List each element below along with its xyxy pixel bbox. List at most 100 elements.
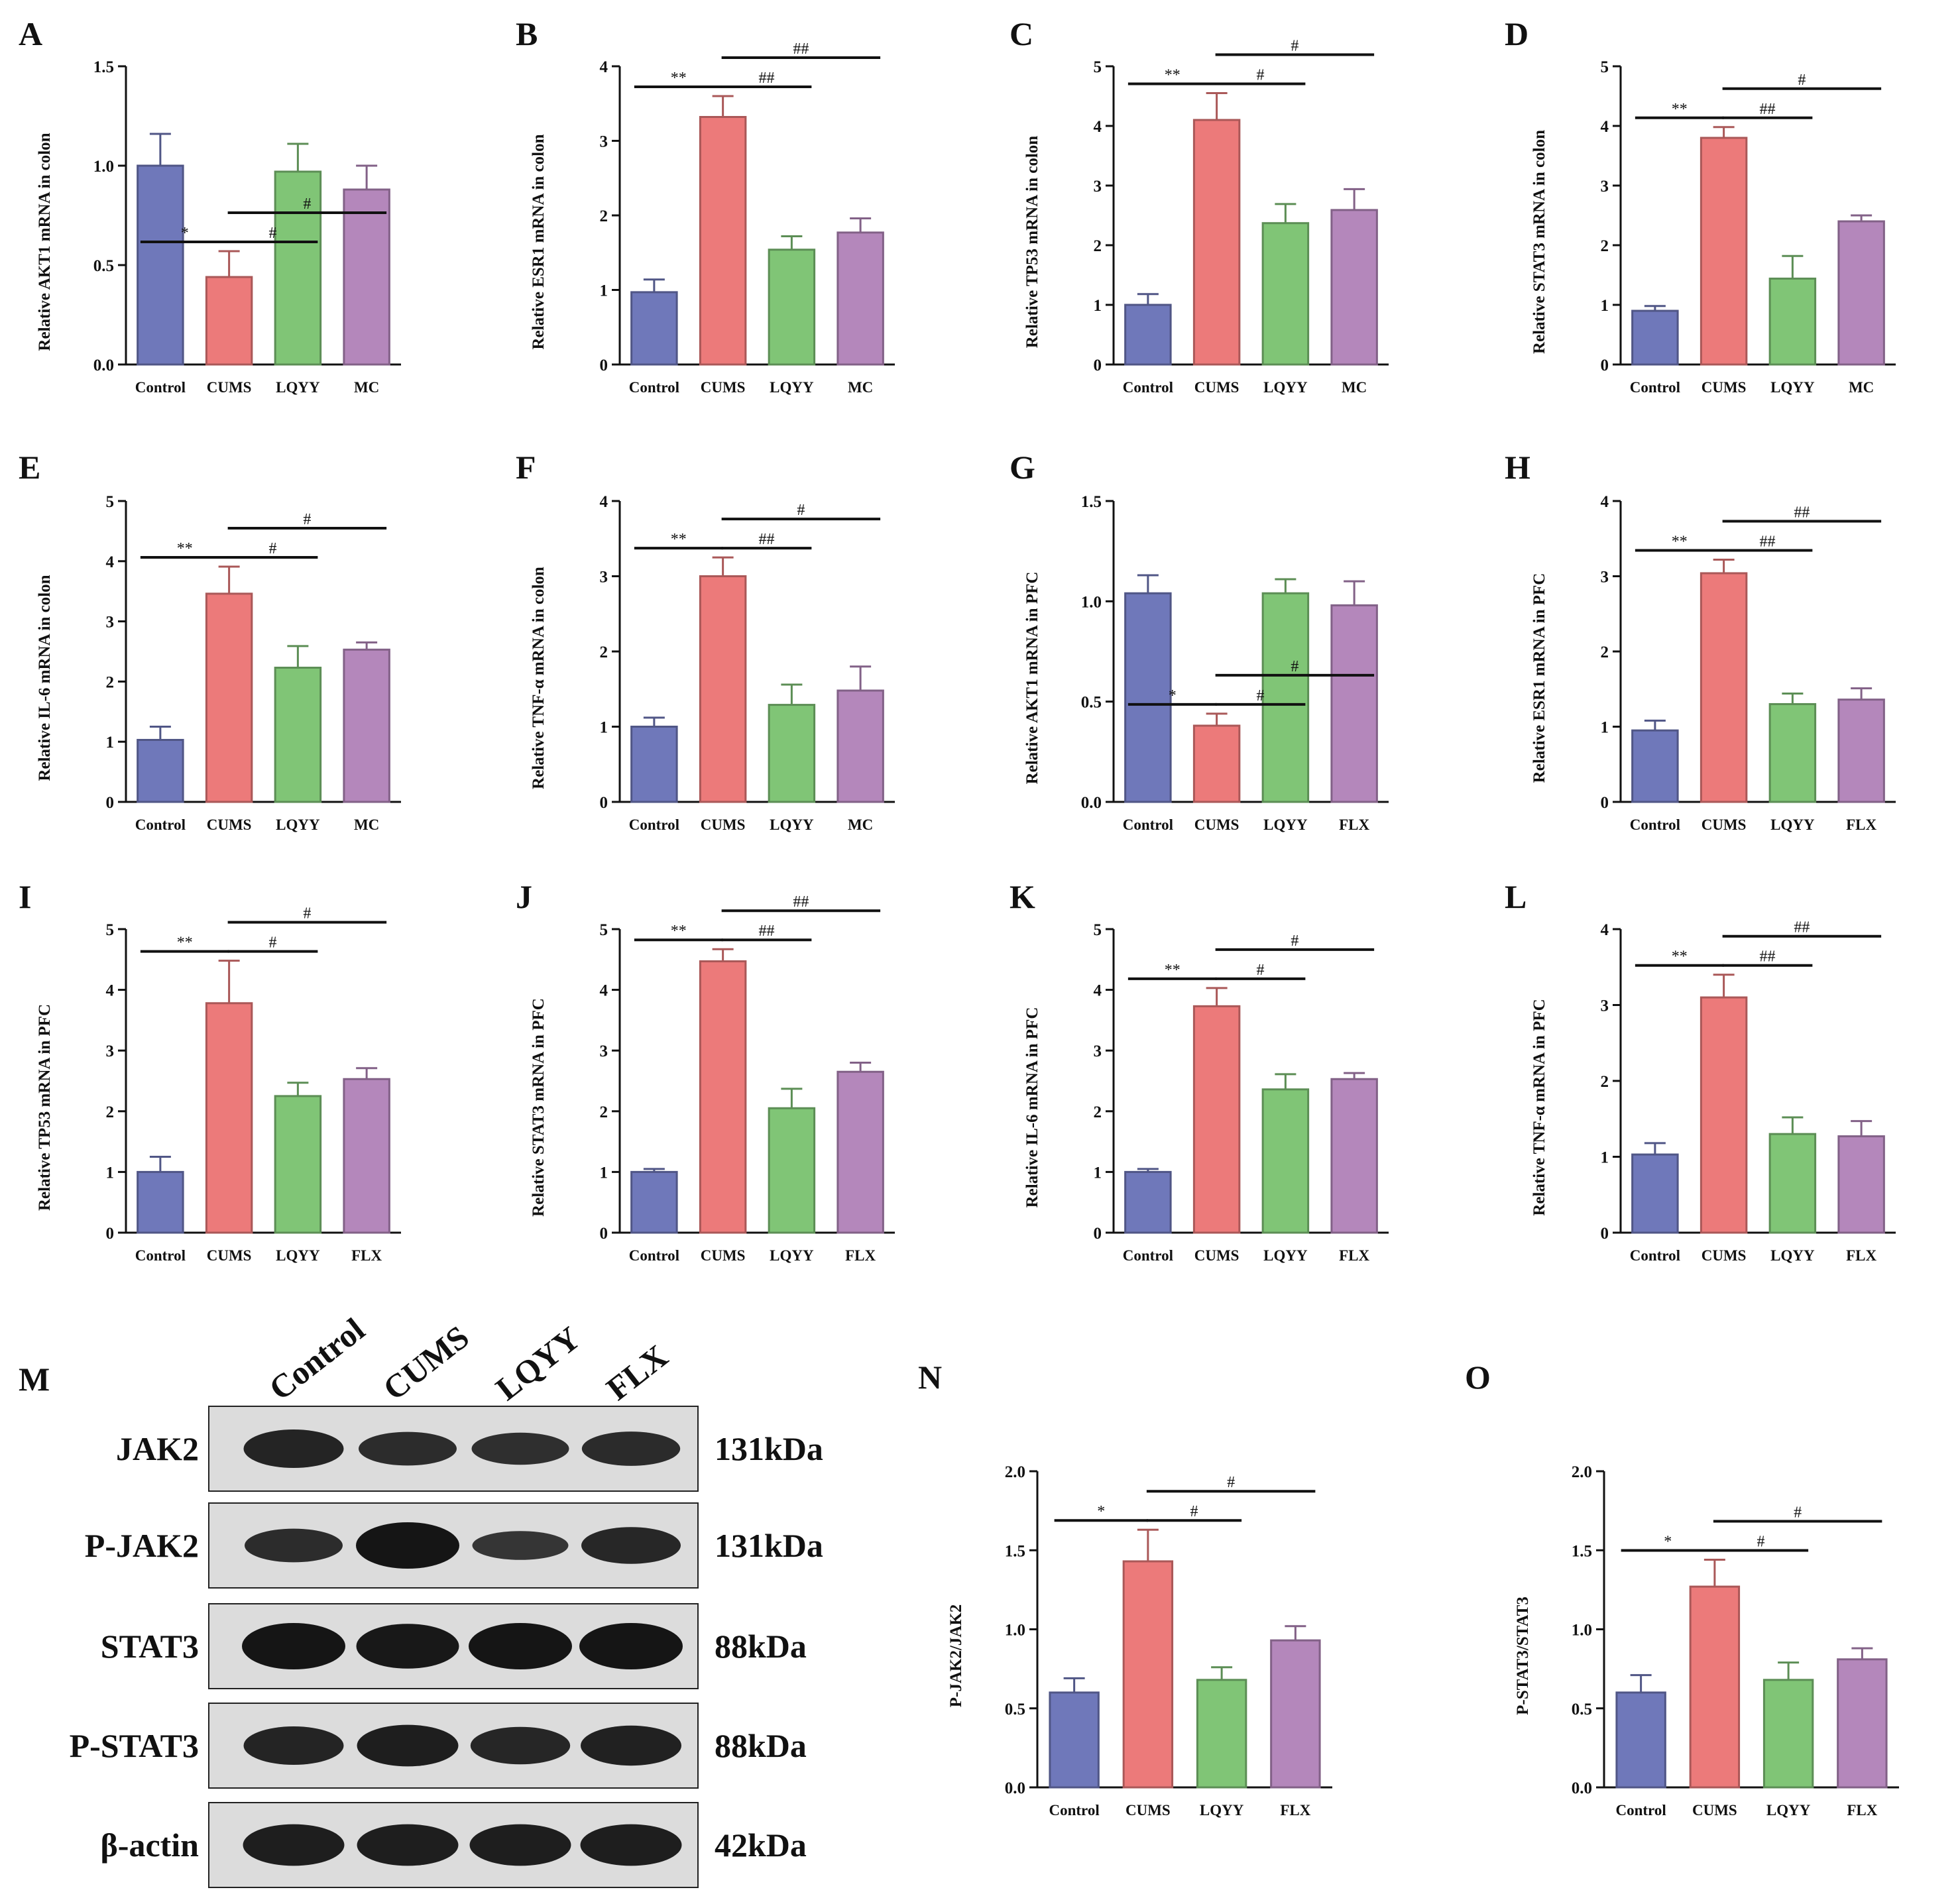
- significance-label: #: [269, 934, 277, 952]
- significance-label: #: [303, 196, 311, 213]
- bar-control: [630, 291, 678, 366]
- category-label: CUMS: [1194, 379, 1239, 396]
- bar-control: [630, 726, 678, 803]
- panel-I: I 0 1 2 3 4 5 Relative TP53 mRNA in PFC Control C…: [19, 878, 401, 1264]
- blot-band: [471, 1432, 569, 1465]
- panel-letter-M: M: [19, 1361, 50, 1398]
- y-tick-label: 2: [600, 1103, 608, 1121]
- category-label: MC: [848, 816, 873, 833]
- bar-control: [137, 738, 184, 803]
- y-axis-label: Relative IL-6 mRNA in PFC: [1023, 1007, 1041, 1208]
- y-axis-label: P-JAK2/JAK2: [947, 1604, 965, 1708]
- significance-label: **: [1165, 67, 1181, 84]
- blot-kda-label: 42kDa: [715, 1826, 807, 1864]
- significance-label: **: [1672, 101, 1688, 118]
- bar-cums: [1192, 724, 1241, 803]
- y-tick-label: 0: [1094, 357, 1102, 374]
- blot-band: [242, 1623, 345, 1669]
- category-label: Control: [135, 379, 186, 396]
- category-label: CUMS: [701, 816, 746, 833]
- y-tick-label: 1.0: [1081, 593, 1102, 611]
- category-label: MC: [354, 816, 379, 833]
- significance-label: **: [671, 923, 687, 940]
- bar-flx: [1270, 1639, 1321, 1789]
- y-tick-label: 0: [1601, 1225, 1609, 1243]
- category-label: Control: [1049, 1802, 1100, 1819]
- bar-control: [1124, 1170, 1172, 1234]
- blot-band: [359, 1431, 457, 1466]
- y-tick-label: 1.5: [1081, 493, 1102, 511]
- panel-letter-C: C: [1009, 15, 1033, 52]
- significance-label: **: [671, 531, 687, 548]
- category-label: FLX: [1846, 816, 1876, 833]
- blot-band: [470, 1726, 571, 1765]
- panel-letter-D: D: [1505, 15, 1528, 52]
- category-label: Control: [1123, 816, 1173, 833]
- y-tick-label: 5: [600, 921, 608, 939]
- y-axis-label: Relative AKT1 mRNA in PFC: [1023, 572, 1041, 785]
- category-label: LQYY: [276, 816, 320, 833]
- y-tick-label: 0.0: [1081, 794, 1102, 812]
- y-tick-label: 2: [1601, 644, 1609, 661]
- y-tick-label: 1.0: [1005, 1622, 1025, 1640]
- category-label: LQYY: [770, 1247, 814, 1264]
- y-tick-label: 3: [600, 1042, 608, 1060]
- panel-H: H 0 1 2 3 4 Relative ESR1 mRNA in PFC Control CU…: [1505, 449, 1896, 833]
- significance-label: ##: [759, 70, 775, 87]
- bar-lqyy: [1768, 702, 1817, 803]
- y-tick-label: 0: [106, 1225, 115, 1243]
- y-tick-label: 4: [1601, 118, 1609, 136]
- y-tick-label: 1: [1601, 1149, 1609, 1167]
- bar-control: [1631, 309, 1679, 366]
- blot-row-label: P-STAT3: [70, 1727, 199, 1764]
- y-tick-label: 0.5: [1005, 1701, 1025, 1718]
- significance-label: #: [1798, 72, 1806, 89]
- category-label: FLX: [1847, 1802, 1877, 1819]
- category-label: FLX: [351, 1247, 382, 1264]
- category-label: Control: [629, 1247, 679, 1264]
- y-tick-label: 2.0: [1005, 1463, 1025, 1481]
- category-label: CUMS: [1194, 816, 1239, 833]
- bar-cums: [1700, 996, 1748, 1234]
- category-label: LQYY: [1263, 816, 1308, 833]
- y-tick-label: 1.0: [93, 158, 114, 176]
- category-label: LQYY: [1770, 816, 1815, 833]
- panel-L: L 0 1 2 3 4 Relative TNF-α mRNA in PFC Control C…: [1505, 878, 1896, 1264]
- category-label: FLX: [845, 1247, 876, 1264]
- y-axis-label: Relative ESR1 mRNA in colon: [530, 134, 548, 349]
- category-label: LQYY: [1770, 379, 1815, 396]
- y-tick-label: 1: [600, 282, 608, 300]
- significance-label: ##: [759, 923, 775, 940]
- panel-letter-A: A: [19, 15, 42, 52]
- significance-label: ##: [1760, 948, 1776, 966]
- category-label: FLX: [1846, 1247, 1876, 1264]
- bar-control: [1124, 304, 1172, 366]
- panel-O: O 0.0 0.5 1.0 1.5 2.0 P-STAT3/STAT3 Control CUMS…: [1465, 1359, 1899, 1819]
- panel-G: G 0.0 0.5 1.0 1.5 Relative AKT1 mRNA in PFC Co…: [1009, 449, 1389, 833]
- y-axis-label: Relative TP53 mRNA in PFC: [36, 1004, 54, 1211]
- y-tick-label: 1: [1094, 297, 1102, 315]
- y-tick-label: 3: [1094, 1042, 1102, 1060]
- category-label: MC: [1849, 379, 1874, 396]
- y-tick-label: 4: [600, 982, 608, 1000]
- y-tick-label: 2: [600, 207, 608, 225]
- y-tick-label: 0: [1601, 357, 1609, 374]
- bar-lqyy: [768, 249, 816, 366]
- category-label: LQYY: [1200, 1802, 1244, 1819]
- lane-label: LQYY: [489, 1319, 587, 1408]
- panel-letter-O: O: [1465, 1359, 1491, 1396]
- category-label: LQYY: [276, 379, 320, 396]
- category-label: CUMS: [207, 379, 252, 396]
- y-tick-label: 4: [1094, 982, 1102, 1000]
- bar-cums: [205, 592, 253, 803]
- category-label: MC: [848, 379, 873, 396]
- y-tick-label: 0: [1601, 794, 1609, 812]
- significance-label: #: [1291, 932, 1298, 950]
- y-axis-label: Relative STAT3 mRNA in colon: [1530, 130, 1548, 354]
- y-tick-label: 5: [1094, 58, 1102, 76]
- bar-cums: [1192, 1005, 1241, 1234]
- panel-letter-G: G: [1009, 449, 1035, 486]
- bar-lqyy: [274, 667, 322, 803]
- blot-kda-label: 131kDa: [715, 1430, 823, 1467]
- category-label: CUMS: [701, 1247, 746, 1264]
